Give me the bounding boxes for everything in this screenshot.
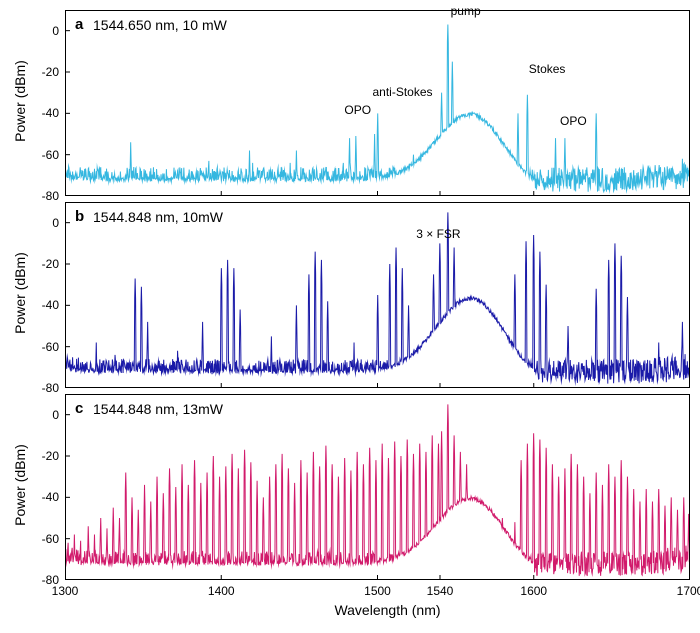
ytick-label: -60 xyxy=(29,340,59,354)
spectra-figure: -80-60-40-200Power (dBm)a1544.650 nm, 10… xyxy=(0,0,700,633)
xtick-label: 1700 xyxy=(670,584,700,598)
panel-letter: c xyxy=(75,400,83,417)
ytick-label: 0 xyxy=(29,24,59,38)
xtick-label: 1600 xyxy=(514,584,554,598)
ytick-label: -40 xyxy=(29,490,59,504)
panel-letter: a xyxy=(75,16,83,33)
annotation-label: Stokes xyxy=(529,62,566,76)
panel-title: 1544.650 nm, 10 mW xyxy=(93,17,227,33)
annotation-label: OPO xyxy=(560,114,587,128)
ytick-label: -60 xyxy=(29,532,59,546)
ytick-label: 0 xyxy=(29,408,59,422)
ytick-label: -20 xyxy=(29,65,59,79)
annotation-label: pump xyxy=(451,4,481,18)
ytick-label: -40 xyxy=(29,298,59,312)
annotation-label: anti-Stokes xyxy=(373,85,433,99)
ytick-label: -20 xyxy=(29,257,59,271)
spectrum-panel-c xyxy=(65,394,690,580)
annotation-label: 3 × FSR xyxy=(416,227,460,241)
panel-title: 1544.848 nm, 10mW xyxy=(93,209,223,225)
ytick-label: -80 xyxy=(29,189,59,203)
ytick-label: -60 xyxy=(29,148,59,162)
y-axis-label: Power (dBm) xyxy=(12,51,28,151)
ytick-label: -20 xyxy=(29,449,59,463)
xtick-label: 1540 xyxy=(420,584,460,598)
panel-letter: b xyxy=(75,208,84,225)
y-axis-label: Power (dBm) xyxy=(12,243,28,343)
panel-title: 1544.848 nm, 13mW xyxy=(93,401,223,417)
spectrum-panel-a xyxy=(65,10,690,196)
x-axis-label: Wavelength (nm) xyxy=(318,602,458,618)
xtick-label: 1400 xyxy=(201,584,241,598)
y-axis-label: Power (dBm) xyxy=(12,435,28,535)
spectrum-panel-b xyxy=(65,202,690,388)
xtick-label: 1500 xyxy=(358,584,398,598)
ytick-label: -40 xyxy=(29,106,59,120)
xtick-label: 1300 xyxy=(45,584,85,598)
ytick-label: 0 xyxy=(29,216,59,230)
ytick-label: -80 xyxy=(29,381,59,395)
annotation-label: OPO xyxy=(344,103,371,117)
